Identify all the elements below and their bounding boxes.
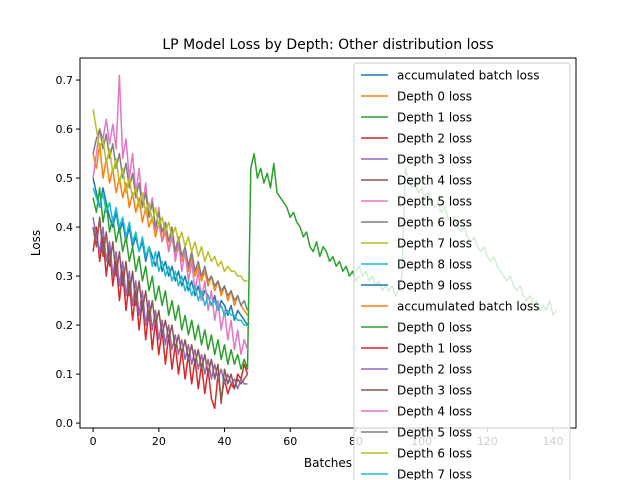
legend-label: Depth 4 loss: [397, 405, 472, 419]
x-axis-label: Batches: [304, 456, 352, 470]
legend-label: Depth 7 loss: [397, 237, 472, 251]
legend-label: Depth 6 loss: [397, 447, 472, 461]
y-tick-label: 0.5: [56, 172, 74, 185]
legend-label: Depth 5 loss: [397, 195, 472, 209]
legend-label: Depth 1 loss: [397, 342, 472, 356]
y-axis-label: Loss: [29, 230, 43, 256]
legend-label: Depth 4 loss: [397, 174, 472, 188]
y-tick-label: 0.0: [56, 417, 74, 430]
legend-label: Depth 3 loss: [397, 153, 472, 167]
legend-label: accumulated batch loss: [397, 69, 540, 83]
legend-label: Depth 7 loss: [397, 468, 472, 480]
series-line-6: [92, 74, 249, 356]
chart-title: LP Model Loss by Depth: Other distributi…: [162, 37, 493, 53]
y-tick-label: 0.7: [56, 74, 74, 87]
legend-label: Depth 1 loss: [397, 111, 472, 125]
legend-label: Depth 8 loss: [397, 258, 472, 272]
x-tick-label: 0: [90, 435, 97, 448]
y-tick-label: 0.4: [56, 221, 74, 234]
series-line-8: [92, 109, 248, 282]
x-tick-label: 20: [152, 435, 166, 448]
legend-box: [353, 62, 571, 480]
legend-label: Depth 2 loss: [397, 132, 472, 146]
legend-label: Depth 2 loss: [397, 363, 472, 377]
y-tick-label: 0.6: [56, 123, 74, 136]
series-line-4: [92, 217, 248, 390]
y-axis: 0.0 0.1 0.2 0.3 0.4 0.5 0.6 0.7: [56, 74, 80, 430]
series-line-5: [92, 216, 249, 405]
x-tick-label: 60: [283, 435, 297, 448]
legend-label: Depth 0 loss: [397, 321, 472, 335]
series-line-7: [92, 128, 249, 311]
series-line-2: [92, 152, 360, 370]
legend-label: accumulated batch loss: [397, 300, 540, 314]
series-line-9: [92, 187, 248, 326]
legend-label: Depth 9 loss: [397, 279, 472, 293]
legend-label: Depth 6 loss: [397, 216, 472, 230]
legend-label: Depth 5 loss: [397, 426, 472, 440]
x-tick-label: 40: [218, 435, 232, 448]
y-tick-label: 0.2: [56, 319, 74, 332]
legend-label: Depth 3 loss: [397, 384, 472, 398]
legend-label: Depth 0 loss: [397, 90, 472, 104]
legend: accumulated batch loss Depth 0 loss Depth …: [353, 62, 571, 480]
y-tick-label: 0.1: [56, 368, 74, 381]
plot-frame: [79, 57, 577, 429]
y-tick-label: 0.3: [56, 270, 74, 283]
